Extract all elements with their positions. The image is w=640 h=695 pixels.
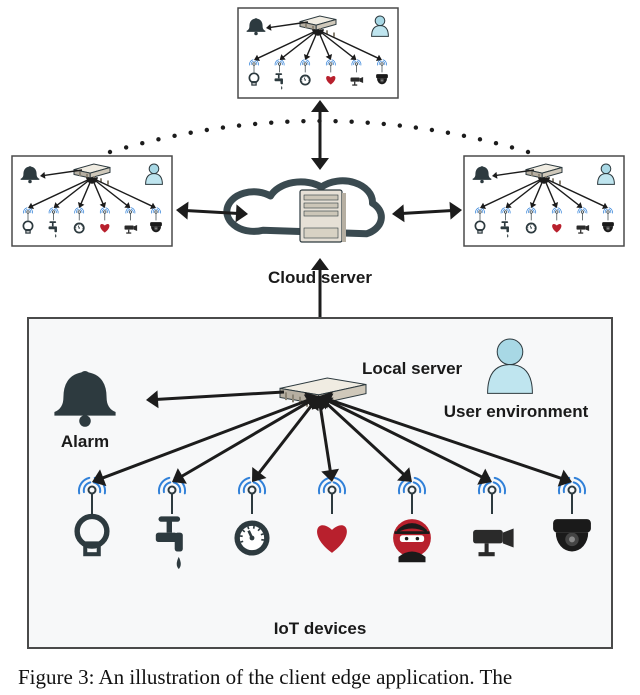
user-environment-panel: Local server Alarm User environment IoT dev… xyxy=(28,318,612,648)
mini-env-top xyxy=(238,8,398,98)
arrow-cloud-top xyxy=(311,100,329,170)
arrow-cloud-right xyxy=(392,202,462,223)
mini-env-right xyxy=(464,156,624,246)
iot-devices-label: IoT devices xyxy=(274,619,367,638)
alarm-label: Alarm xyxy=(61,432,109,451)
cloud-server: Cloud server xyxy=(227,181,382,287)
mini-env-left xyxy=(12,156,172,246)
user-env-label: User environment xyxy=(444,402,589,421)
figure-caption: Figure 3: An illustration of the client … xyxy=(18,665,622,690)
local-server-label: Local server xyxy=(362,359,463,378)
